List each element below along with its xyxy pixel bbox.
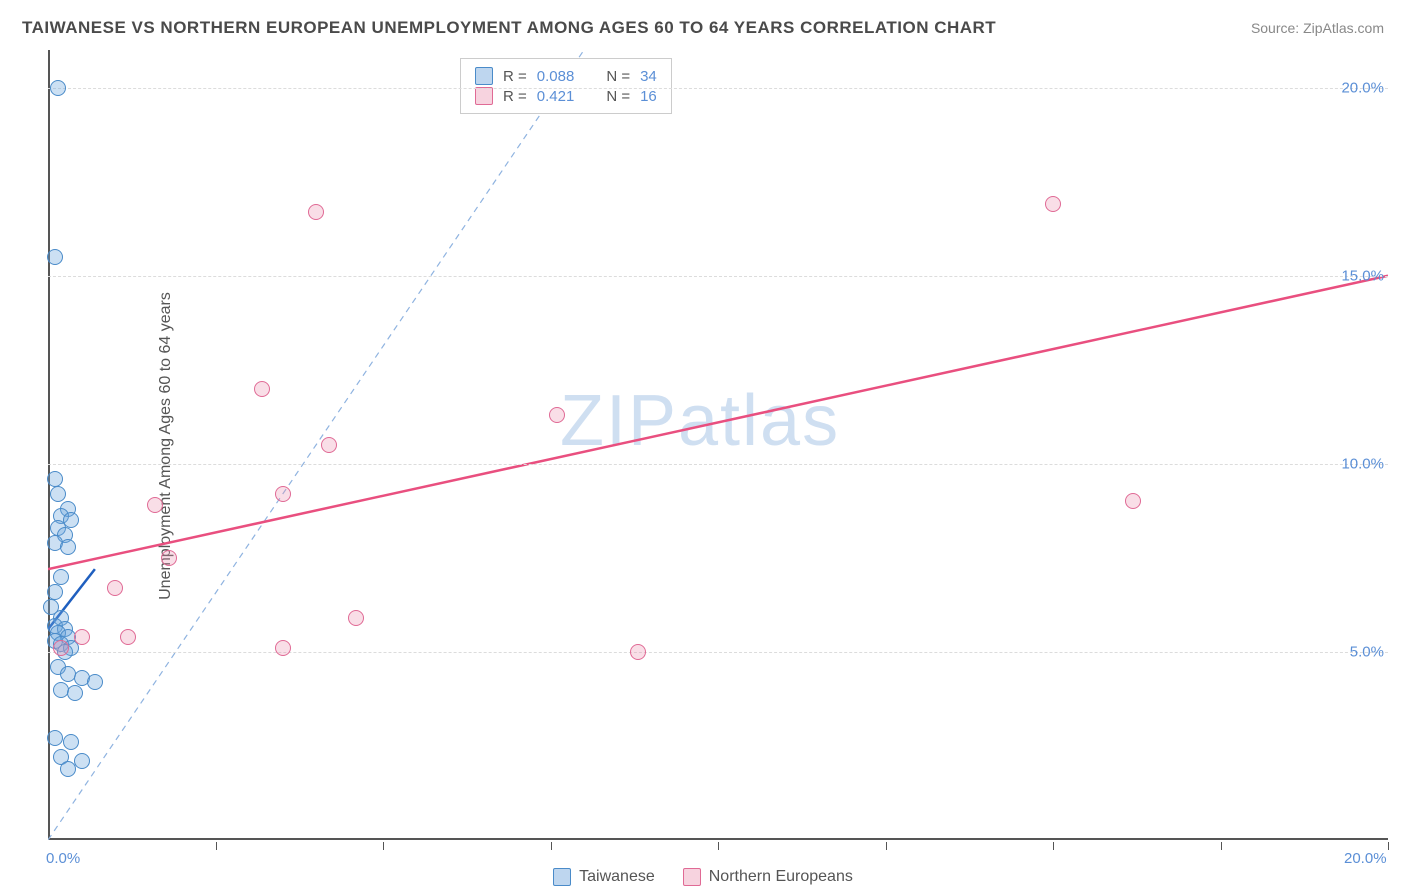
r-label: R = <box>503 88 527 105</box>
n-label: N = <box>606 68 630 85</box>
data-point <box>147 497 163 513</box>
data-point <box>53 569 69 585</box>
n-value: 34 <box>640 68 657 85</box>
correlation-legend: R = 0.088 N = 34 R = 0.421 N = 16 <box>460 58 672 114</box>
data-point <box>60 761 76 777</box>
data-point <box>87 674 103 690</box>
source-attribution: Source: ZipAtlas.com <box>1251 20 1384 36</box>
y-tick-label: 5.0% <box>1350 643 1384 660</box>
data-point <box>47 730 63 746</box>
gridline-h <box>48 652 1388 653</box>
data-point <box>107 580 123 596</box>
x-tick-mark <box>383 842 384 850</box>
n-value: 16 <box>640 88 657 105</box>
data-point <box>47 249 63 265</box>
legend-row-northern-europeans: R = 0.421 N = 16 <box>475 87 657 105</box>
data-point <box>630 644 646 660</box>
data-point <box>67 685 83 701</box>
x-tick-label: 20.0% <box>1344 850 1387 867</box>
x-tick-mark <box>551 842 552 850</box>
y-tick-label: 15.0% <box>1341 267 1384 284</box>
data-point <box>50 80 66 96</box>
data-point <box>50 486 66 502</box>
data-point <box>275 640 291 656</box>
legend-label: Northern Europeans <box>709 868 853 885</box>
data-point <box>549 407 565 423</box>
swatch-blue-icon <box>553 868 571 886</box>
swatch-pink-icon <box>683 868 701 886</box>
data-point <box>120 629 136 645</box>
y-tick-label: 20.0% <box>1341 79 1384 96</box>
swatch-blue-icon <box>475 67 493 85</box>
gridline-h <box>48 276 1388 277</box>
data-point <box>53 640 69 656</box>
x-tick-mark <box>886 842 887 850</box>
legend-item-northern-europeans: Northern Europeans <box>683 868 853 886</box>
swatch-pink-icon <box>475 87 493 105</box>
x-tick-mark <box>718 842 719 850</box>
data-point <box>47 584 63 600</box>
data-point <box>63 734 79 750</box>
gridline-h <box>48 464 1388 465</box>
legend-item-taiwanese: Taiwanese <box>553 868 655 886</box>
data-point <box>60 539 76 555</box>
data-point <box>161 550 177 566</box>
x-tick-mark <box>1221 842 1222 850</box>
r-value: 0.088 <box>537 68 575 85</box>
data-point <box>1045 196 1061 212</box>
data-point <box>254 381 270 397</box>
series-legend: Taiwanese Northern Europeans <box>0 868 1406 886</box>
chart-title: TAIWANESE VS NORTHERN EUROPEAN UNEMPLOYM… <box>22 18 996 38</box>
plot-area <box>48 50 1388 840</box>
r-value: 0.421 <box>537 88 575 105</box>
data-point <box>47 471 63 487</box>
y-tick-label: 10.0% <box>1341 455 1384 472</box>
x-tick-label: 0.0% <box>46 850 80 867</box>
gridline-h <box>48 88 1388 89</box>
data-point <box>321 437 337 453</box>
data-point <box>348 610 364 626</box>
x-tick-mark <box>216 842 217 850</box>
data-point <box>275 486 291 502</box>
data-point <box>74 629 90 645</box>
n-label: N = <box>606 88 630 105</box>
x-tick-mark <box>1388 842 1389 850</box>
legend-label: Taiwanese <box>579 868 655 885</box>
r-label: R = <box>503 68 527 85</box>
header: TAIWANESE VS NORTHERN EUROPEAN UNEMPLOYM… <box>22 18 1384 38</box>
x-tick-mark <box>1053 842 1054 850</box>
data-point <box>1125 493 1141 509</box>
data-point <box>308 204 324 220</box>
legend-row-taiwanese: R = 0.088 N = 34 <box>475 67 657 85</box>
